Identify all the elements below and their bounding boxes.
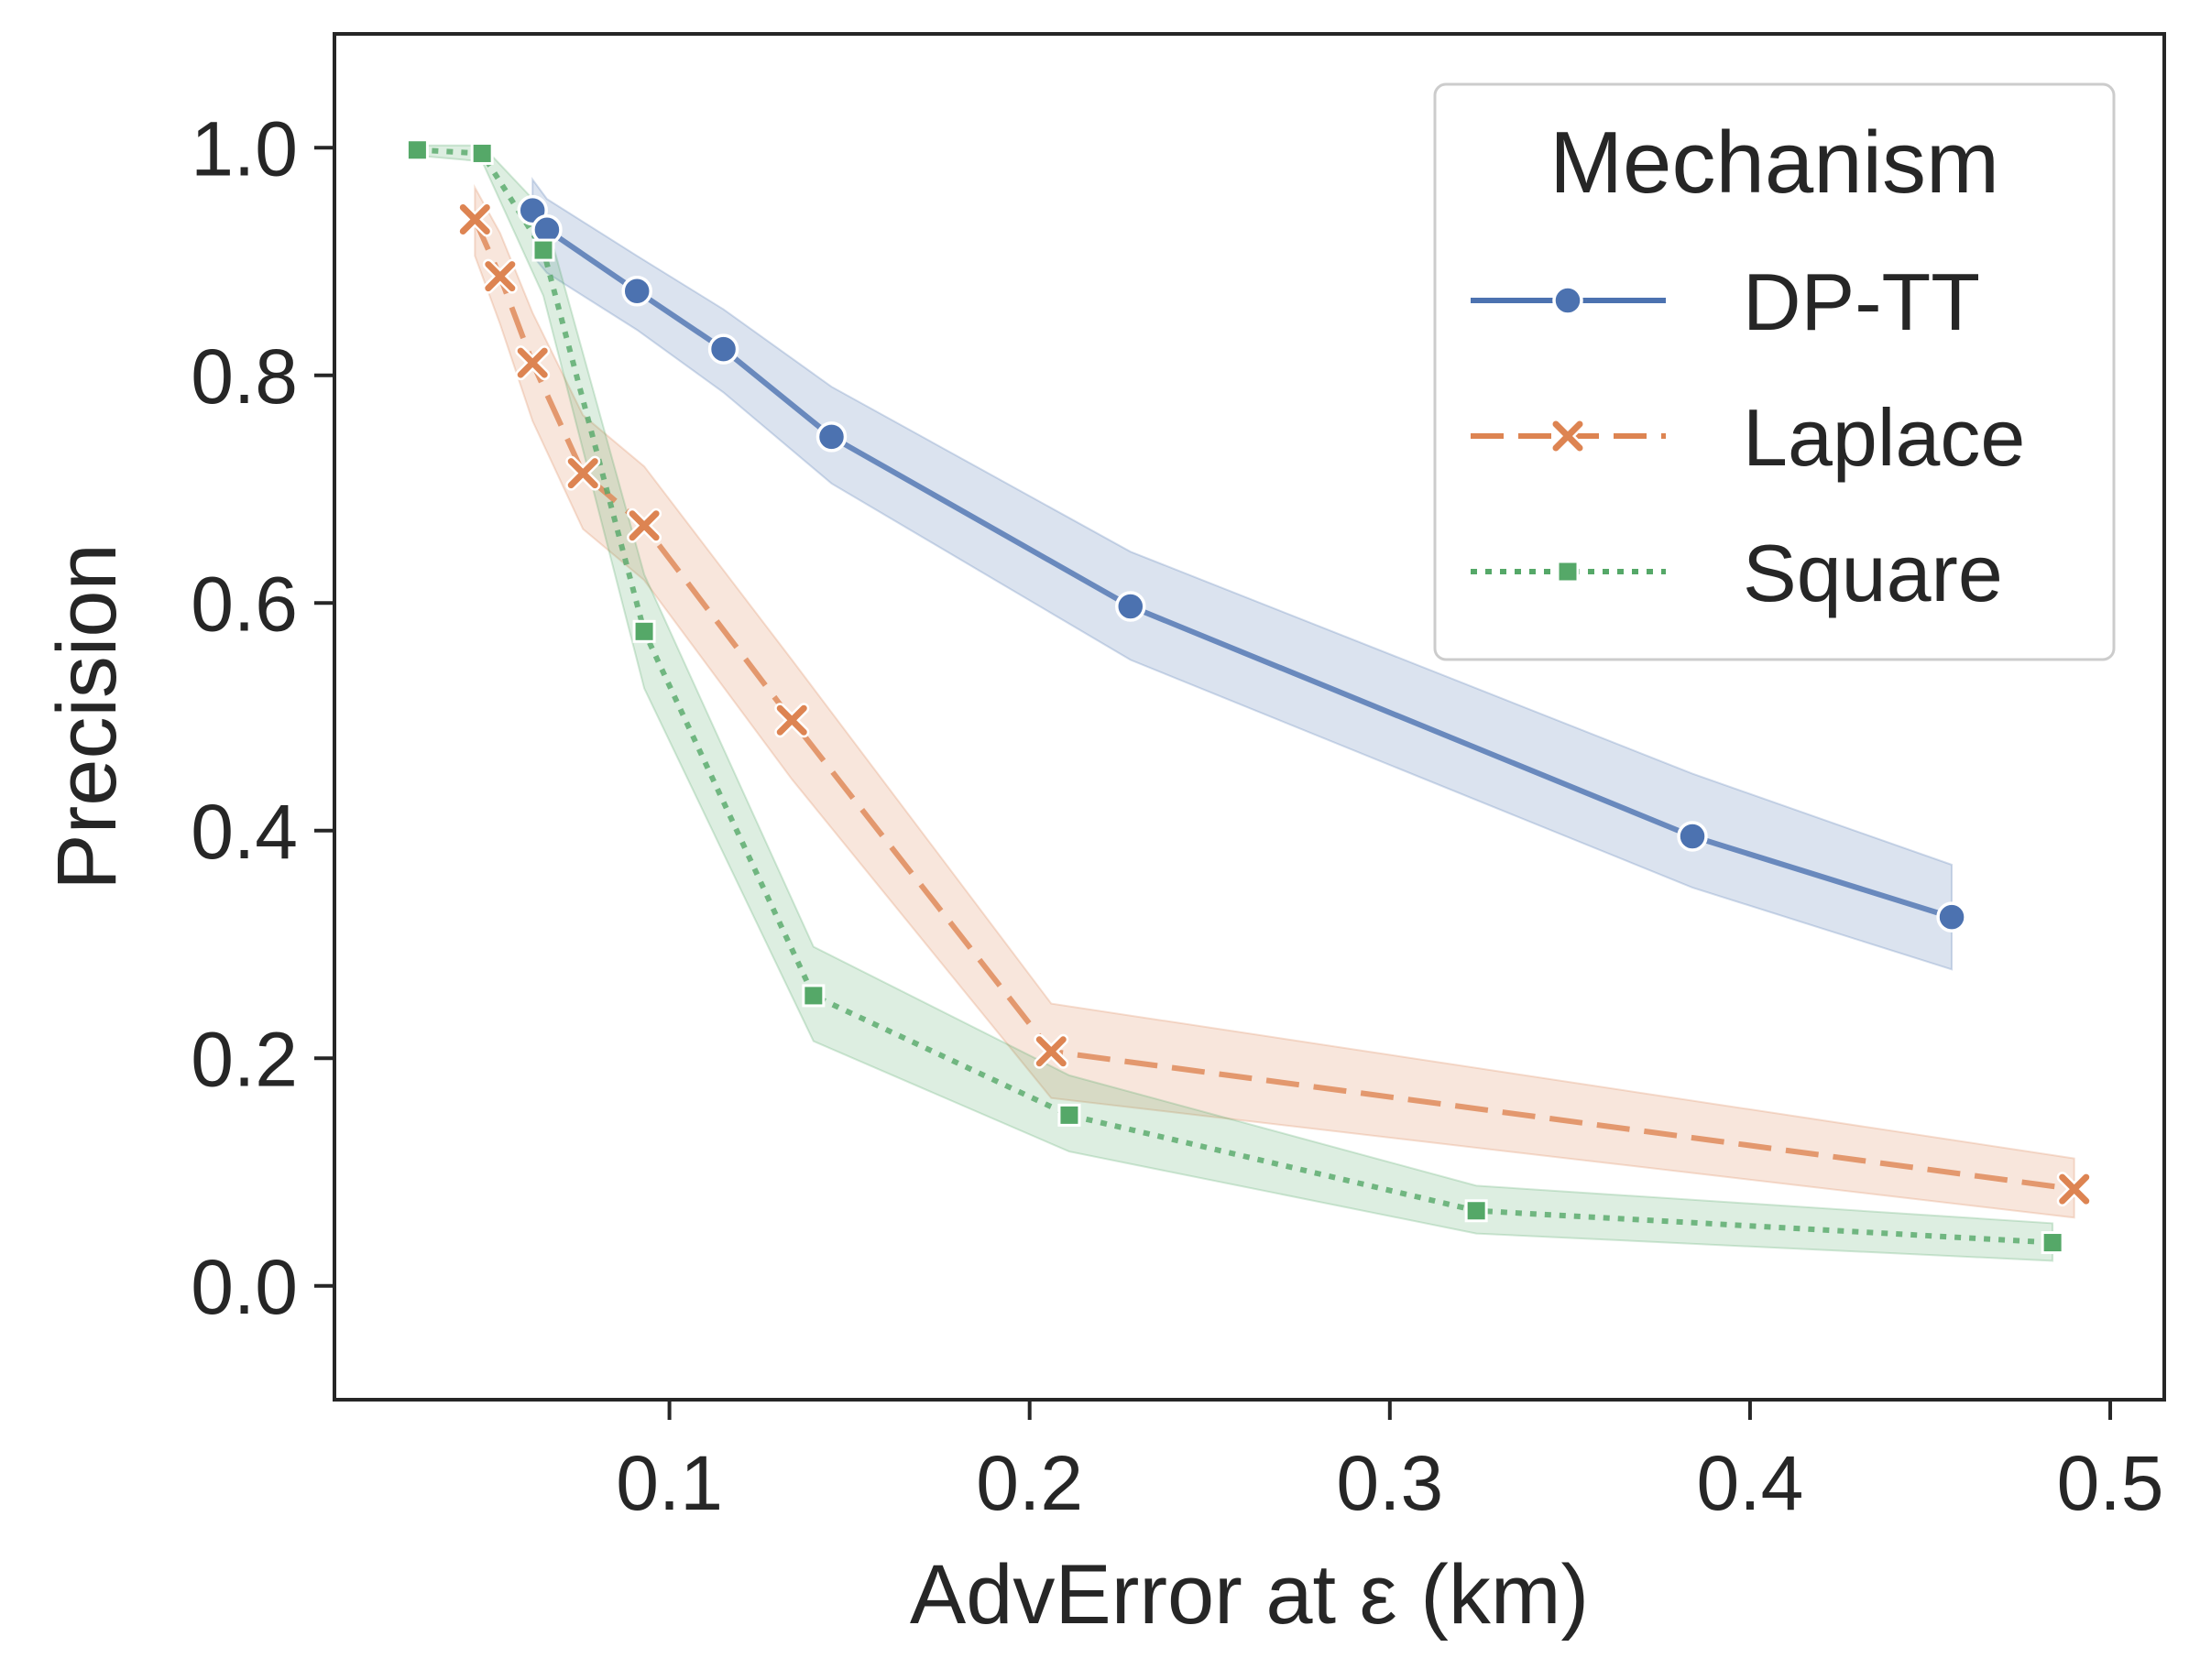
point-laplace [774, 703, 810, 738]
x-tick-label: 0.2 [976, 1440, 1083, 1526]
legend-item-laplace: Laplace [1471, 392, 2025, 483]
line-laplace [472, 218, 2075, 1193]
y-tick-label: 0.4 [191, 789, 298, 875]
point-laplace [2056, 1172, 2092, 1207]
point-square [470, 141, 494, 165]
point-laplace [627, 507, 662, 543]
y-tick-label: 0.0 [191, 1244, 298, 1330]
legend-label-dp-tt: DP-TT [1743, 256, 1980, 347]
band-laplace [474, 183, 2075, 1219]
point-laplace [515, 345, 551, 381]
point-square [632, 619, 656, 643]
point-square [1464, 1199, 1488, 1223]
legend-label-square: Square [1743, 528, 2003, 618]
y-axis-ticks: 0.0 0.2 0.4 0.6 0.8 1.0 [191, 105, 334, 1330]
y-axis-title: Precision [40, 543, 134, 889]
legend-title: Mechanism [1549, 114, 1999, 212]
point-dp-tt [1677, 821, 1708, 852]
band-dp-tt [531, 176, 1954, 971]
line-dp-tt [530, 208, 1953, 921]
legend-marker-square [1556, 560, 1580, 584]
y-tick-label: 0.6 [191, 561, 298, 647]
legend-items: DP-TT Laplace Square [1471, 256, 2025, 618]
legend-box [1433, 82, 2116, 661]
series-lines [417, 147, 2075, 1246]
point-laplace [482, 258, 518, 294]
y-tick-label: 0.2 [191, 1016, 298, 1102]
confidence-bands [416, 144, 2075, 1262]
y-tick-label: 0.8 [191, 333, 298, 420]
point-dp-tt [707, 333, 739, 365]
x-tick-label: 0.5 [2057, 1440, 2164, 1526]
plot-area-frame [333, 32, 2166, 1402]
legend-item-dp-tt: DP-TT [1471, 256, 1980, 347]
legend-marker-dp-tt [1552, 285, 1583, 316]
band-square [416, 144, 2054, 1262]
point-dp-tt [621, 276, 652, 307]
y-tick-label: 1.0 [191, 105, 298, 191]
point-dp-tt [1115, 591, 1146, 622]
legend: Mechanism DP-TT Laplace Square [1433, 82, 2116, 661]
x-tick-label: 0.3 [1336, 1440, 1443, 1526]
legend-item-square: Square [1471, 528, 2003, 618]
x-tick-label: 0.4 [1697, 1440, 1804, 1526]
point-dp-tt [1936, 901, 1967, 933]
point-square [531, 238, 555, 262]
legend-label-laplace: Laplace [1743, 392, 2025, 483]
point-laplace [1034, 1033, 1069, 1069]
point-square [1057, 1103, 1081, 1127]
point-dp-tt [815, 421, 848, 453]
point-laplace [457, 202, 493, 237]
legend-marker-laplace [1550, 419, 1585, 453]
x-axis-title: AdvError at ε (km) [910, 1548, 1589, 1642]
point-square [2041, 1231, 2064, 1255]
x-axis-ticks: 0.1 0.2 0.3 0.4 0.5 [616, 1400, 2163, 1526]
point-square [802, 984, 826, 1008]
point-laplace [565, 455, 601, 491]
series-markers [405, 138, 2092, 1255]
x-tick-label: 0.1 [616, 1440, 723, 1526]
point-square [405, 138, 429, 162]
